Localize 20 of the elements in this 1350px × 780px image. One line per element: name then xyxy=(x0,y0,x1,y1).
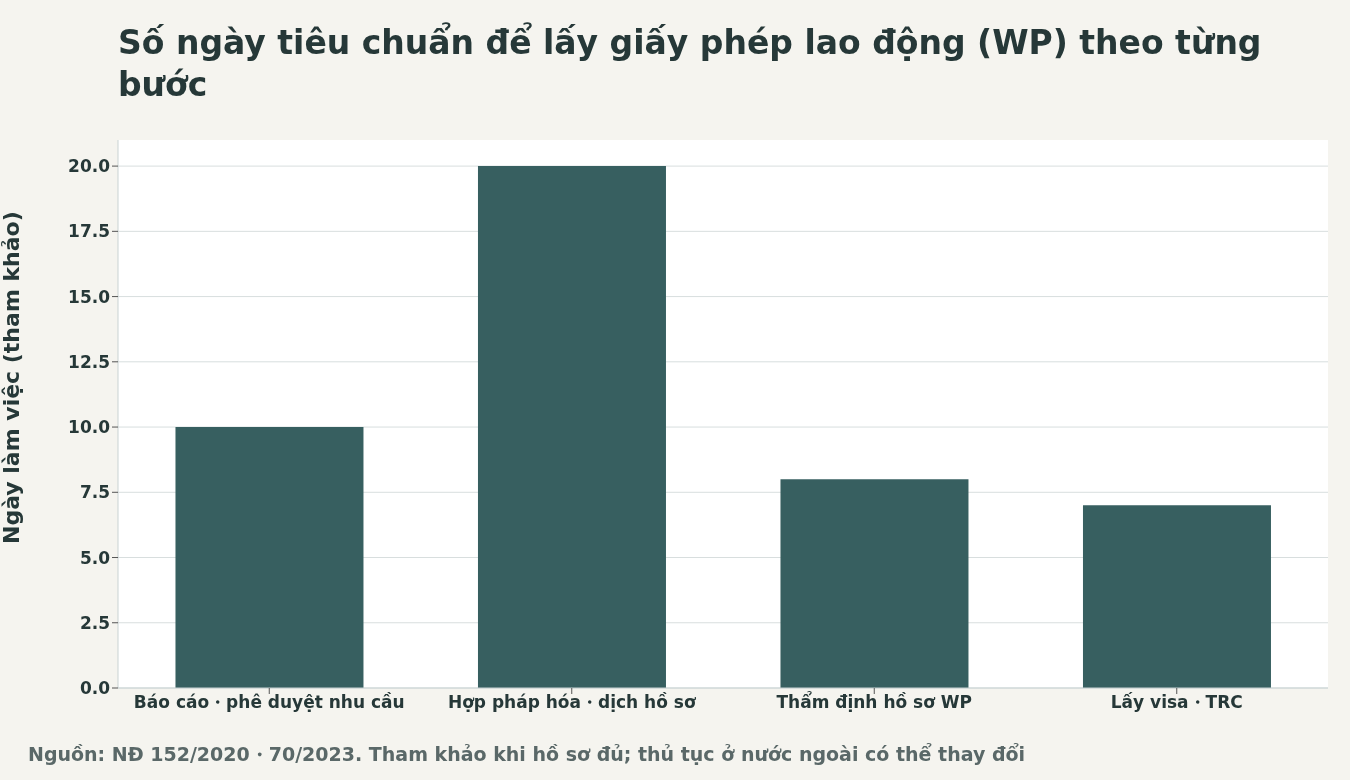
y-tick-label: 17.5 xyxy=(68,221,110,242)
y-tick-label: 7.5 xyxy=(79,482,110,503)
y-tick-label: 2.5 xyxy=(79,612,110,633)
y-tick-label: 5.0 xyxy=(79,547,111,568)
y-axis-title: Ngày làm việc (tham khảo) xyxy=(0,211,24,544)
bar xyxy=(1082,505,1271,688)
x-tick-label: Báo cáo・phê duyệt nhu cầu xyxy=(133,692,405,713)
x-tick-label: Lấy visa・TRC xyxy=(1110,692,1243,713)
y-tick-label: 15.0 xyxy=(68,286,111,307)
y-tick-label: 12.5 xyxy=(68,351,110,372)
y-tick-label: 10.0 xyxy=(68,417,111,438)
bar xyxy=(780,479,969,688)
chart-title: Số ngày tiêu chuẩn để lấy giấy phép lao động (WP) theo từng bước xyxy=(118,22,1263,106)
y-tick-label: 20.0 xyxy=(68,156,111,177)
bar xyxy=(477,166,666,688)
x-tick-label: Hợp pháp hóa・dịch hồ sơ xyxy=(447,692,697,713)
x-tick-label: Thẩm định hồ sơ WP xyxy=(776,691,973,713)
bar xyxy=(175,427,364,688)
y-tick-label: 0.0 xyxy=(79,678,111,699)
text: Nguồn: NĐ 152/2020・70/2023. Tham khảo khi hồ sơ đủ; thủ tục ở nước ngoài có thể thay đổi xyxy=(28,742,1026,767)
